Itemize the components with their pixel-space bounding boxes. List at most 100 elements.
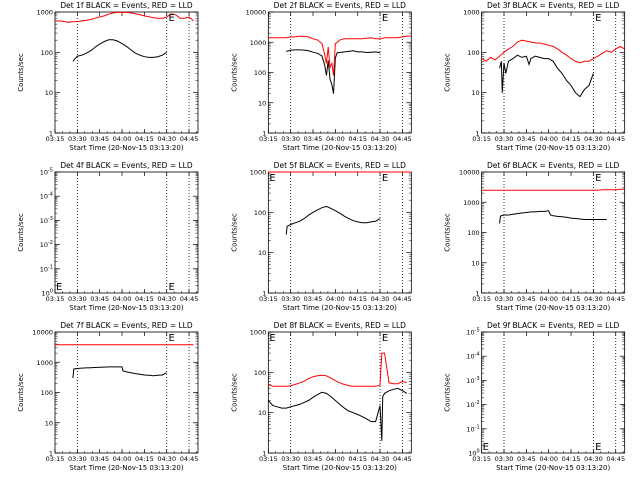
y-tick-label: 10 xyxy=(258,249,266,257)
series-events xyxy=(285,205,381,235)
plot-frame xyxy=(267,331,412,454)
x-tick-label: 03:15 xyxy=(472,455,491,463)
plot-frame xyxy=(54,171,199,294)
x-tick-label: 03:45 xyxy=(304,295,323,303)
y-axis-label: Counts/sec xyxy=(230,213,238,252)
y-tick-label: 10-2 xyxy=(40,240,53,249)
x-tick-label: 04:30 xyxy=(157,455,176,463)
x-tick-label: 04:45 xyxy=(393,455,412,463)
x-tick-label: 04:45 xyxy=(393,135,412,143)
x-tick-label: 04:45 xyxy=(606,295,625,303)
plot-frame xyxy=(54,331,199,454)
x-tick-label: 03:30 xyxy=(281,135,300,143)
x-tick-label: 03:15 xyxy=(46,135,65,143)
x-tick-label: 04:45 xyxy=(393,295,412,303)
y-tick-label: 1000 xyxy=(36,9,53,17)
x-tick-label: 03:45 xyxy=(304,135,323,143)
x-tick-label: 03:15 xyxy=(259,135,278,143)
x-tick-label: 04:45 xyxy=(180,455,199,463)
x-tick-label: 03:30 xyxy=(68,135,87,143)
x-tick-label: 04:15 xyxy=(135,455,154,463)
x-tick-label: 03:15 xyxy=(259,455,278,463)
y-tick-label: 10000 xyxy=(459,169,480,177)
y-tick-label: 100 xyxy=(254,209,266,217)
panel-det-8: Det 8f BLACK = Events, RED = LLD 03:15 03:… xyxy=(230,321,411,472)
y-tick-label: 100 xyxy=(254,369,266,377)
x-tick-label: 03:15 xyxy=(46,455,65,463)
x-tick-label: 04:00 xyxy=(539,135,558,143)
plot-frame xyxy=(481,331,626,454)
plot-frame xyxy=(267,11,412,134)
y-tick-label: 100 xyxy=(467,49,479,57)
x-tick-label: 04:00 xyxy=(539,295,558,303)
y-tick-label: 10000 xyxy=(246,9,267,17)
x-tick-label: 03:45 xyxy=(304,455,323,463)
y-tick-label: 100 xyxy=(42,289,53,298)
event-marker-label: E xyxy=(382,333,388,344)
series-events xyxy=(499,54,594,98)
y-tick-label: 10 xyxy=(471,259,479,267)
chart-title: Det 2f BLACK = Events, RED = LLD xyxy=(274,1,407,10)
y-tick-label: 10-4 xyxy=(466,352,479,361)
x-tick-label: 04:30 xyxy=(157,295,176,303)
y-tick-label: 1 xyxy=(49,450,53,458)
series-lld xyxy=(481,188,625,191)
y-tick-label: 10-5 xyxy=(40,168,53,177)
y-tick-label: 1000 xyxy=(250,329,267,337)
y-axis-label: Counts/sec xyxy=(17,373,25,412)
y-tick-label: 1000 xyxy=(250,169,267,177)
chart-title: Det 9f BLACK = Events, RED = LLD xyxy=(487,321,620,330)
y-tick-label: 10-5 xyxy=(466,328,479,337)
chart-title: Det 6f BLACK = Events, RED = LLD xyxy=(487,161,620,170)
x-tick-label: 03:45 xyxy=(517,135,536,143)
x-axis-label: Start Time (20-Nov-15 03:13:20) xyxy=(283,464,397,472)
y-tick-label: 1 xyxy=(476,290,480,298)
y-axis-label: Counts/sec xyxy=(230,53,238,92)
event-marker-label: E xyxy=(483,442,489,453)
chart-title: Det 4f BLACK = Events, RED = LLD xyxy=(60,161,193,170)
x-tick-label: 04:30 xyxy=(584,295,603,303)
x-tick-label: 03:30 xyxy=(281,295,300,303)
plot-frame xyxy=(54,11,199,134)
series-events xyxy=(499,210,607,224)
chart-title: Det 5f BLACK = Events, RED = LLD xyxy=(274,161,407,170)
x-tick-label: 04:00 xyxy=(326,455,345,463)
y-tick-label: 10-3 xyxy=(40,216,53,225)
chart-title: Det 7f BLACK = Events, RED = LLD xyxy=(60,321,193,330)
event-marker-label: E xyxy=(382,13,388,24)
x-tick-label: 04:15 xyxy=(562,135,581,143)
x-tick-label: 03:30 xyxy=(495,295,514,303)
x-tick-label: 04:00 xyxy=(326,295,345,303)
x-tick-label: 04:15 xyxy=(348,135,367,143)
x-tick-label: 04:15 xyxy=(135,135,154,143)
event-marker-label: E xyxy=(595,13,601,24)
x-tick-label: 03:45 xyxy=(90,455,109,463)
y-tick-label: 10000 xyxy=(32,329,53,337)
x-tick-label: 03:45 xyxy=(90,135,109,143)
series-events xyxy=(72,366,167,379)
x-tick-label: 03:30 xyxy=(68,455,87,463)
x-tick-label: 04:15 xyxy=(562,295,581,303)
event-marker-label: E xyxy=(269,173,275,184)
y-tick-label: 10 xyxy=(45,89,53,97)
y-tick-label: 1000 xyxy=(250,39,267,47)
x-tick-label: 04:15 xyxy=(135,295,154,303)
y-axis-label: Counts/sec xyxy=(444,53,452,92)
y-tick-label: 10-1 xyxy=(40,264,53,273)
y-tick-label: 100 xyxy=(254,69,266,77)
y-tick-label: 10-1 xyxy=(466,424,479,433)
x-tick-label: 04:45 xyxy=(606,455,625,463)
x-axis-label: Start Time (20-Nov-15 03:13:20) xyxy=(283,144,397,152)
y-tick-label: 1000 xyxy=(463,9,480,17)
y-tick-label: 10 xyxy=(258,409,266,417)
panel-det-9: Det 9f BLACK = Events, RED = LLD 03:15 03:… xyxy=(444,321,625,472)
panel-det-3: Det 3f BLACK = Events, RED = LLD 03:15 03:… xyxy=(444,1,625,152)
chart-title: Det 8f BLACK = Events, RED = LLD xyxy=(274,321,407,330)
x-tick-label: 04:00 xyxy=(326,135,345,143)
series-events xyxy=(72,39,167,62)
x-axis-label: Start Time (20-Nov-15 03:13:20) xyxy=(496,144,610,152)
y-axis-label: Counts/sec xyxy=(230,373,238,412)
